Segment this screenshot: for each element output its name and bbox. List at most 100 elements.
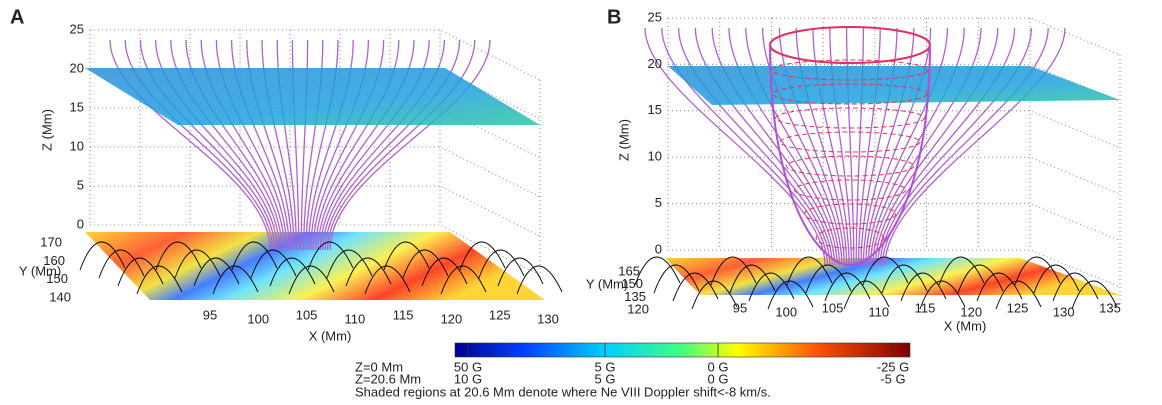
floor bbox=[665, 258, 1120, 295]
field-line bbox=[276, 39, 298, 251]
loop bbox=[345, 257, 392, 287]
loop bbox=[957, 264, 1004, 294]
loop bbox=[1071, 280, 1118, 310]
colorbar-tick-label: 5 G bbox=[595, 371, 616, 386]
loop bbox=[459, 241, 506, 271]
field-line bbox=[860, 27, 898, 266]
field-line bbox=[677, 27, 831, 266]
field-line bbox=[324, 39, 461, 251]
loop bbox=[383, 241, 430, 271]
loop bbox=[231, 241, 278, 271]
funnel-ring bbox=[794, 179, 906, 201]
field-line bbox=[694, 27, 833, 266]
loop bbox=[634, 256, 681, 286]
x-tick-label: 130 bbox=[537, 311, 559, 326]
loop bbox=[117, 257, 164, 287]
z-tick-label: 25 bbox=[70, 21, 84, 36]
grid-line bbox=[90, 224, 541, 276]
grid-line bbox=[90, 185, 541, 237]
field-line bbox=[855, 27, 865, 266]
z-tick-label: 15 bbox=[70, 99, 84, 114]
y-tick-label: 150 bbox=[46, 271, 68, 286]
x-axis-label: X (Mm) bbox=[309, 328, 352, 343]
field-line bbox=[877, 27, 1016, 266]
funnel-ring bbox=[775, 107, 925, 129]
funnel-ring bbox=[815, 227, 885, 249]
field-line bbox=[728, 27, 838, 266]
field-line bbox=[884, 27, 1066, 266]
x-axis-label: X (Mm) bbox=[944, 318, 987, 333]
caption: Shaded regions at 20.6 Mm denote where N… bbox=[355, 384, 771, 399]
colorbar-tick-label: 5 G bbox=[595, 359, 616, 374]
x-tick-label: 120 bbox=[441, 311, 463, 326]
x-tick-label: 105 bbox=[296, 307, 318, 322]
field-line bbox=[302, 39, 324, 251]
z-tick-label: 20 bbox=[70, 60, 84, 75]
x-tick-label: 115 bbox=[915, 300, 936, 315]
field-line bbox=[869, 27, 965, 266]
loop bbox=[938, 256, 985, 286]
field-line bbox=[305, 39, 339, 251]
field-line bbox=[812, 27, 850, 266]
x-tick-label: 100 bbox=[247, 311, 269, 326]
field-line bbox=[291, 39, 300, 251]
x-tick-label: 100 bbox=[775, 304, 797, 319]
field-line bbox=[857, 27, 881, 266]
panel-label: B bbox=[607, 6, 621, 28]
funnel-ring bbox=[771, 59, 929, 81]
field-line bbox=[661, 27, 829, 266]
field-line bbox=[124, 39, 274, 251]
funnel-top bbox=[769, 26, 931, 64]
funnel-ring bbox=[803, 203, 897, 225]
field-line bbox=[317, 39, 415, 251]
field-line bbox=[170, 39, 281, 251]
field-line bbox=[185, 39, 283, 251]
y-tick-label: 150 bbox=[621, 276, 643, 291]
y-tick-label: 120 bbox=[627, 301, 649, 316]
panel: A 0 5 10 15 20 25 Z (Mm) 170 160 150 140 Y (Mm) 95 100… bbox=[10, 6, 563, 343]
z-tick-label: 25 bbox=[648, 9, 662, 24]
loop bbox=[98, 249, 145, 279]
loop bbox=[307, 241, 354, 271]
funnel-ring bbox=[779, 131, 921, 153]
z-tick-label: 10 bbox=[648, 149, 662, 164]
loop bbox=[672, 272, 719, 302]
x-tick-label: 115 bbox=[393, 307, 414, 322]
loop bbox=[269, 257, 316, 287]
field-line bbox=[872, 27, 982, 266]
grid-line bbox=[90, 146, 541, 198]
loop bbox=[497, 257, 544, 287]
colorbar-row-label: Z=0 Mm bbox=[355, 359, 403, 374]
funnel-ring bbox=[772, 83, 928, 105]
x-tick-label: 95 bbox=[733, 300, 747, 315]
loop bbox=[155, 241, 202, 271]
grid-line bbox=[668, 110, 1121, 149]
colorbar-tick-label: -5 G bbox=[880, 371, 905, 386]
field-line bbox=[322, 39, 446, 251]
loop bbox=[326, 249, 373, 279]
loop bbox=[402, 249, 449, 279]
colorbar-tick-label: 0 G bbox=[708, 359, 729, 374]
x-tick-label: 135 bbox=[1099, 300, 1121, 315]
loop bbox=[976, 272, 1023, 302]
loop bbox=[79, 241, 126, 271]
y-tick-label: 160 bbox=[43, 253, 65, 268]
loop bbox=[710, 256, 757, 286]
plane bbox=[85, 68, 540, 125]
y-tick-label: 165 bbox=[618, 263, 640, 278]
loop bbox=[919, 280, 966, 310]
loop bbox=[516, 265, 563, 295]
loop bbox=[805, 264, 852, 294]
loop bbox=[478, 249, 525, 279]
field-line bbox=[215, 39, 288, 251]
field-line bbox=[261, 39, 295, 251]
z-axis-label: Z (Mm) bbox=[39, 109, 54, 151]
loop bbox=[212, 265, 259, 295]
field-line bbox=[711, 27, 836, 266]
field-line bbox=[761, 27, 843, 266]
grid-line bbox=[668, 63, 1121, 102]
z-axis-label: Z (Mm) bbox=[616, 119, 631, 161]
grid-line bbox=[668, 156, 1121, 195]
